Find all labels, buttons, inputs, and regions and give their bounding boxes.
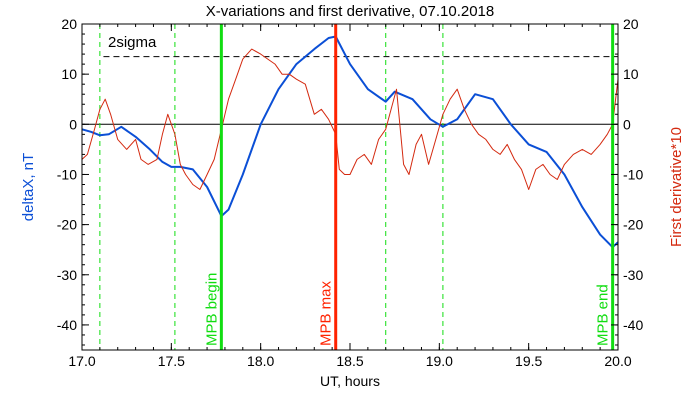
y-tick-label-right-4: -20 (623, 217, 643, 233)
y-tick-label-right-6: -40 (623, 317, 643, 333)
y-tick-label-left-1: 10 (61, 66, 77, 82)
y-tick-label-left-3: -10 (57, 166, 77, 182)
y-tick-label-left-6: -40 (57, 317, 77, 333)
x-tick-label-4: 19.0 (426, 353, 453, 369)
x-tick-label-6: 20.0 (604, 353, 631, 369)
y-tick-label-left-0: 20 (61, 16, 77, 32)
y-tick-label-right-3: -10 (623, 166, 643, 182)
x-axis-label: UT, hours (320, 373, 380, 389)
y-tick-label-right-2: 0 (623, 116, 631, 132)
series-layer (81, 35, 619, 249)
x-tick-label-0: 17.0 (68, 353, 95, 369)
axes-layer: 17.0 17.5 18.0 18.5 19.0 19.5 20.0 20 20 10 10 0 0 -1… (57, 16, 644, 369)
y-axis-label-right: First derivative*10 (668, 127, 685, 247)
y-tick-label-right-1: 10 (623, 66, 639, 82)
plot-frame (81, 23, 619, 351)
series-line-derivative (81, 48, 619, 190)
y-tick-label-left-4: -20 (57, 217, 77, 233)
series-line-deltaX (81, 35, 619, 249)
y-tick-label-right-5: -30 (623, 267, 643, 283)
x-tick-label-5: 19.5 (515, 353, 542, 369)
y-tick-label-left-5: -30 (57, 267, 77, 283)
marker-label-0: MPB begin (203, 273, 220, 346)
y-tick-label-left-2: 0 (69, 116, 77, 132)
sigma-label: 2sigma (108, 34, 157, 51)
y-axis-label-left: deltaX, nT (20, 153, 37, 221)
x-tick-label-3: 18.5 (336, 353, 363, 369)
marker-label-1: MPB max (318, 280, 335, 346)
marker-lines: MPB begin MPB max MPB end (203, 24, 615, 350)
reference-lines (82, 24, 618, 350)
x-tick-label-2: 18.0 (247, 353, 274, 369)
chart-title: X-variations and first derivative, 07.10… (206, 3, 495, 20)
marker-label-2: MPB end (595, 284, 612, 346)
y-tick-label-right-0: 20 (623, 16, 639, 32)
x-tick-label-1: 17.5 (158, 353, 185, 369)
